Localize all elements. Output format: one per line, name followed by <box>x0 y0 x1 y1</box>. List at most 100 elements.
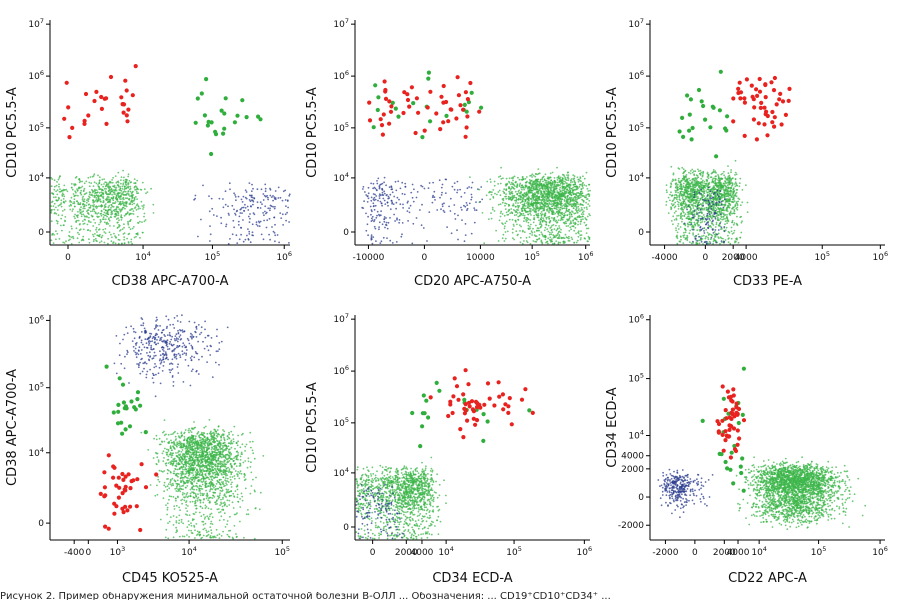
data-point <box>685 197 688 200</box>
data-point <box>521 209 523 212</box>
y-axis-title: CD10 PC5.5-A <box>305 87 320 178</box>
data-point <box>558 230 561 233</box>
data-point <box>713 238 715 240</box>
data-point <box>524 181 527 184</box>
data-point <box>577 231 579 234</box>
data-point <box>535 186 538 189</box>
data-point <box>565 205 568 208</box>
data-point <box>535 204 538 207</box>
data-point <box>234 194 237 196</box>
data-point <box>92 235 95 238</box>
data-point <box>714 171 716 174</box>
data-point <box>443 202 445 205</box>
data-point <box>673 212 676 214</box>
data-point <box>208 195 210 198</box>
data-point <box>75 221 77 224</box>
data-point <box>130 238 133 241</box>
data-point <box>443 211 446 214</box>
data-point <box>734 171 737 174</box>
data-point <box>381 223 384 226</box>
data-point <box>548 178 550 180</box>
data-point <box>682 194 684 197</box>
data-point <box>557 242 560 245</box>
data-point <box>142 206 145 209</box>
data-point <box>720 211 723 214</box>
data-point <box>93 181 96 184</box>
data-point <box>502 233 505 236</box>
data-point <box>582 210 585 213</box>
data-point <box>512 209 515 211</box>
data-point <box>710 211 713 214</box>
data-point <box>390 199 393 202</box>
data-point <box>739 236 742 239</box>
data-point <box>194 194 197 197</box>
data-point <box>508 177 511 180</box>
data-point <box>563 237 566 240</box>
data-point <box>55 199 58 202</box>
data-point <box>575 200 577 203</box>
data-point <box>485 194 488 197</box>
data-point <box>688 193 691 196</box>
data-point <box>441 183 444 186</box>
data-point <box>723 198 726 201</box>
data-point <box>463 204 465 207</box>
data-point <box>129 195 132 198</box>
data-point <box>532 195 535 198</box>
tick-label: 105 <box>814 250 830 263</box>
data-point <box>722 237 724 240</box>
data-point <box>269 209 271 212</box>
data-point <box>556 205 559 207</box>
data-point <box>399 203 402 206</box>
data-point <box>383 216 386 218</box>
data-point <box>539 201 542 204</box>
data-point <box>509 196 512 199</box>
data-point <box>401 192 404 195</box>
data-point <box>519 201 522 204</box>
data-point <box>115 236 117 239</box>
data-point <box>531 231 534 234</box>
data-point <box>720 215 722 217</box>
data-point <box>122 182 125 185</box>
data-point <box>579 220 582 223</box>
data-point <box>560 237 563 240</box>
data-point <box>556 191 559 194</box>
data-point <box>256 114 261 119</box>
data-point <box>718 195 720 198</box>
data-point <box>102 197 105 200</box>
data-point <box>90 193 93 196</box>
data-point <box>98 192 101 194</box>
data-point <box>553 177 556 179</box>
data-point <box>505 177 508 180</box>
data-point <box>722 218 725 221</box>
data-point <box>586 193 589 196</box>
data-point <box>692 232 694 235</box>
data-point <box>111 181 114 184</box>
data-point <box>548 194 551 197</box>
data-point <box>677 179 680 182</box>
data-point <box>273 216 276 219</box>
data-point <box>72 235 74 238</box>
data-point <box>707 177 710 180</box>
data-point <box>707 227 710 230</box>
data-point <box>540 223 543 226</box>
data-point <box>559 219 562 222</box>
data-point <box>136 215 139 218</box>
tick-label: 107 <box>28 17 44 30</box>
data-point <box>91 194 94 197</box>
data-point <box>444 192 447 195</box>
data-point <box>699 197 702 200</box>
data-point <box>683 234 686 237</box>
data-point <box>68 231 71 233</box>
data-point <box>571 225 573 228</box>
data-point <box>103 187 106 190</box>
data-point <box>512 179 514 182</box>
data-point <box>687 213 690 216</box>
data-point <box>131 212 133 215</box>
data-point <box>555 229 558 232</box>
data-point <box>105 181 108 184</box>
data-point <box>723 214 726 217</box>
data-point <box>97 212 100 214</box>
data-point <box>537 183 540 186</box>
data-point <box>551 183 554 185</box>
data-point <box>527 190 530 193</box>
